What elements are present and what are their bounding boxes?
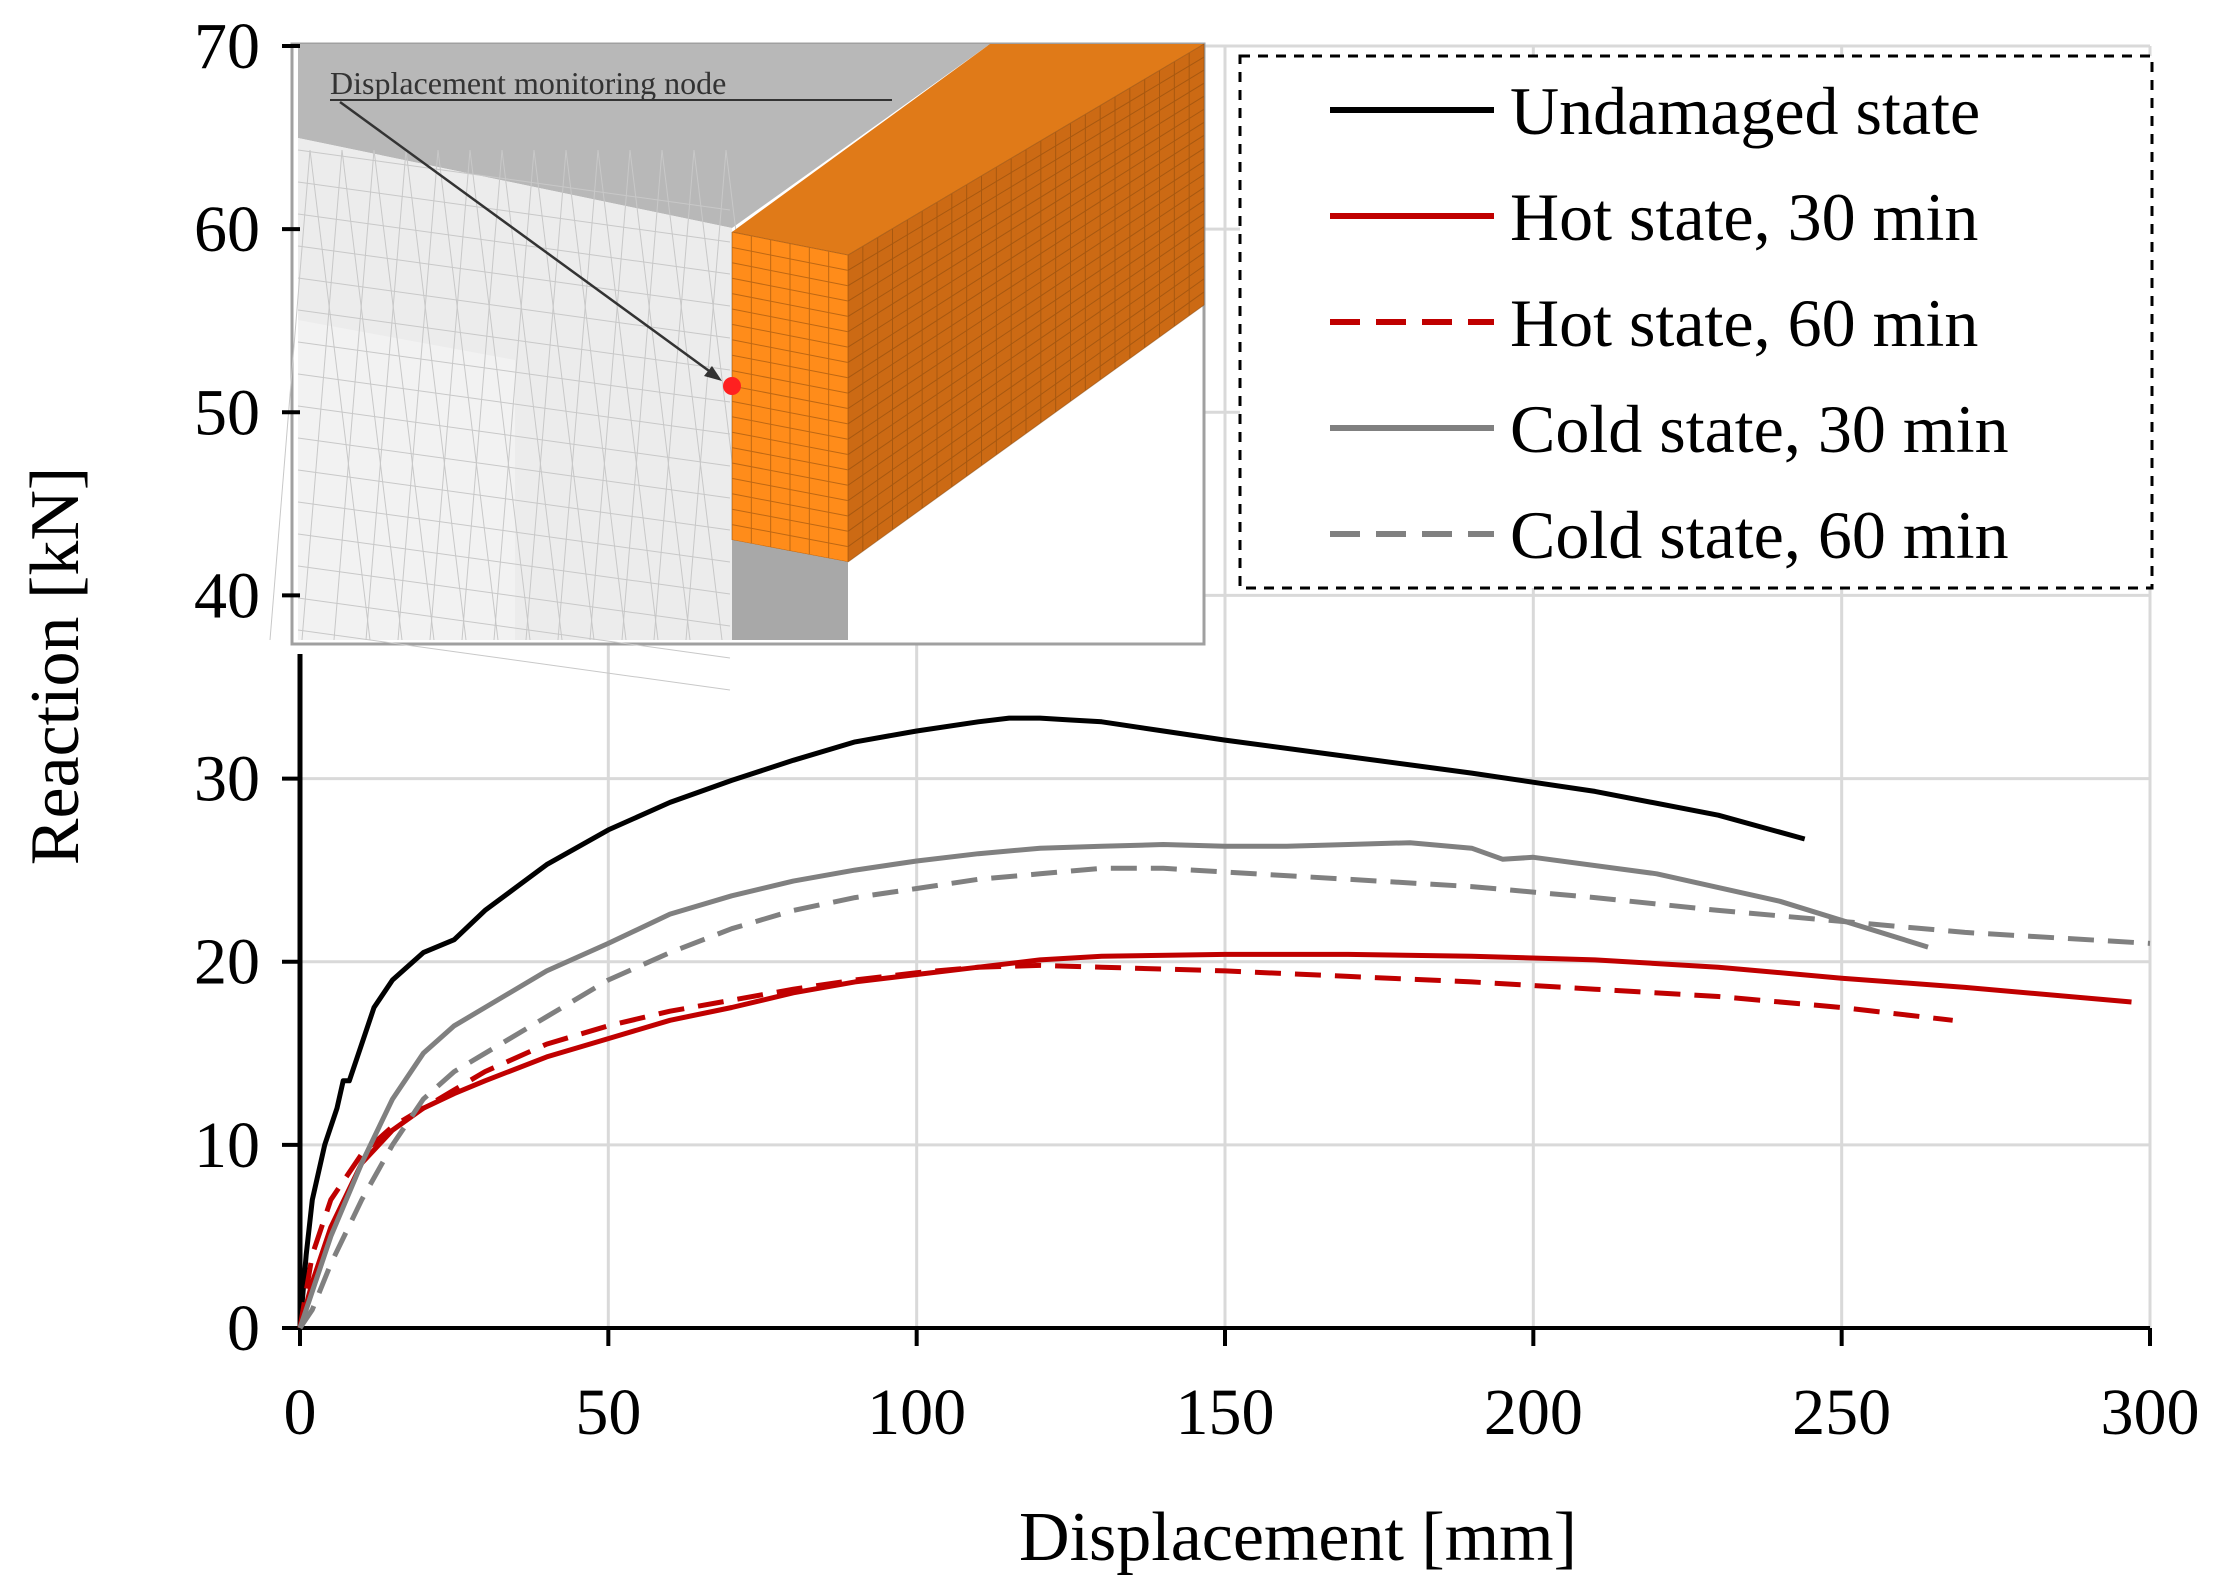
- beam-mesh-line: [847, 252, 1205, 502]
- mesh-line: [297, 565, 731, 627]
- series-line-1: [297, 951, 2132, 1329]
- mesh-line: [297, 405, 731, 467]
- mesh-line: [297, 469, 731, 531]
- beam-mesh-line: [847, 226, 1205, 471]
- beam-mesh-line: [847, 174, 1205, 409]
- y-tick-label: 0: [227, 1292, 260, 1365]
- mesh-line: [297, 373, 731, 435]
- beam-mesh-line: [847, 69, 1205, 287]
- mesh-line: [493, 149, 535, 641]
- mesh-line: [297, 501, 731, 563]
- mesh-line: [565, 149, 627, 641]
- beam-mesh-line: [847, 200, 1205, 440]
- beam-mesh-line: [847, 213, 1205, 455]
- y-tick-label: 70: [194, 10, 260, 83]
- x-tick-label: 100: [867, 1376, 966, 1449]
- x-axis-title: Displacement [mm]: [1019, 1499, 1577, 1576]
- x-tick-label: 0: [284, 1376, 317, 1449]
- beam-mesh-line: [847, 108, 1205, 333]
- series-line-4: [297, 865, 2151, 1330]
- x-tick-label: 250: [1792, 1376, 1891, 1449]
- mesh-line: [297, 309, 731, 371]
- legend-label-2: Hot state, 60 min: [1510, 285, 1978, 361]
- mesh-line: [653, 149, 695, 641]
- mesh-line: [297, 533, 731, 595]
- y-tick-label: 60: [194, 193, 260, 266]
- mesh-line: [365, 149, 407, 641]
- mesh-line: [597, 149, 659, 641]
- mesh-line: [373, 149, 435, 641]
- axes: [282, 44, 2152, 1346]
- series-line-0: [297, 715, 1806, 1329]
- mesh-line: [685, 149, 727, 641]
- beam-mesh-line: [847, 239, 1205, 486]
- inset-model-image: Displacement monitoring node: [269, 42, 1206, 691]
- mesh-line: [297, 437, 731, 499]
- beam-mesh-line: [847, 278, 1205, 532]
- mesh-line: [621, 149, 663, 641]
- inset-mesh: [269, 149, 787, 691]
- beam-mesh-line: [847, 265, 1205, 517]
- y-tick-label: 10: [194, 1109, 260, 1182]
- legend-label-0: Undamaged state: [1510, 73, 1980, 149]
- x-tick-label: 200: [1484, 1376, 1583, 1449]
- series-line-3: [297, 840, 1929, 1329]
- mesh-line: [525, 149, 567, 641]
- legend-label-3: Cold state, 30 min: [1510, 391, 2009, 467]
- mesh-line: [429, 149, 471, 641]
- mesh-line: [661, 149, 723, 641]
- y-axis-title: Reaction [kN]: [17, 467, 94, 865]
- beam-mesh-line: [847, 187, 1205, 425]
- mesh-line: [533, 149, 595, 641]
- beam-mesh-line: [847, 121, 1205, 348]
- y-tick-label: 30: [194, 743, 260, 816]
- x-tick-label: 150: [1176, 1376, 1275, 1449]
- inset-annotation: Displacement monitoring node: [330, 65, 726, 101]
- mesh-line: [629, 149, 691, 641]
- beam-mesh: [731, 43, 1205, 563]
- mesh-line: [297, 181, 731, 243]
- beam-mesh-line: [847, 134, 1205, 363]
- legend-label-4: Cold state, 60 min: [1510, 497, 2009, 573]
- mesh-line: [557, 149, 599, 641]
- mesh-line: [269, 149, 311, 641]
- mesh-line: [333, 149, 375, 641]
- mesh-line: [341, 149, 403, 641]
- mesh-line: [437, 149, 499, 641]
- beam-mesh-line: [847, 147, 1205, 379]
- beam-mesh-line: [847, 291, 1205, 548]
- mesh-line: [405, 149, 467, 641]
- beam-mesh-line: [847, 161, 1205, 394]
- series-line-2: [297, 962, 1953, 1329]
- beam-mesh-line: [847, 43, 1205, 256]
- beam-mesh-line: [847, 56, 1205, 271]
- mesh-line: [301, 149, 343, 641]
- mesh-line: [309, 149, 371, 641]
- mesh-line: [397, 149, 439, 641]
- y-tick-label: 40: [194, 559, 260, 632]
- beam-mesh-line: [847, 304, 1205, 563]
- mesh-line: [297, 245, 731, 307]
- beam-mesh-line: [847, 95, 1205, 317]
- mesh-line: [297, 341, 731, 403]
- mesh-line: [589, 149, 631, 641]
- x-tick-label: 300: [2101, 1376, 2200, 1449]
- mesh-line: [501, 149, 563, 641]
- x-tick-label: 50: [575, 1376, 641, 1449]
- beam-mesh-line: [847, 82, 1205, 302]
- mesh-line: [461, 149, 503, 641]
- legend: Undamaged state Hot state, 30 min Hot stat…: [1238, 54, 2154, 590]
- mesh-line: [297, 277, 731, 339]
- tick-labels: 0 10 20 30 40 50 60 70 0 50 100 150 200 250 300: [194, 10, 2200, 1449]
- mesh-line: [297, 597, 731, 659]
- mesh-line: [469, 149, 531, 641]
- y-tick-label: 50: [194, 376, 260, 449]
- y-tick-label: 20: [194, 926, 260, 999]
- legend-label-1: Hot state, 30 min: [1510, 179, 1978, 255]
- series-layer: [297, 715, 2151, 1330]
- monitoring-node-marker: [723, 377, 741, 395]
